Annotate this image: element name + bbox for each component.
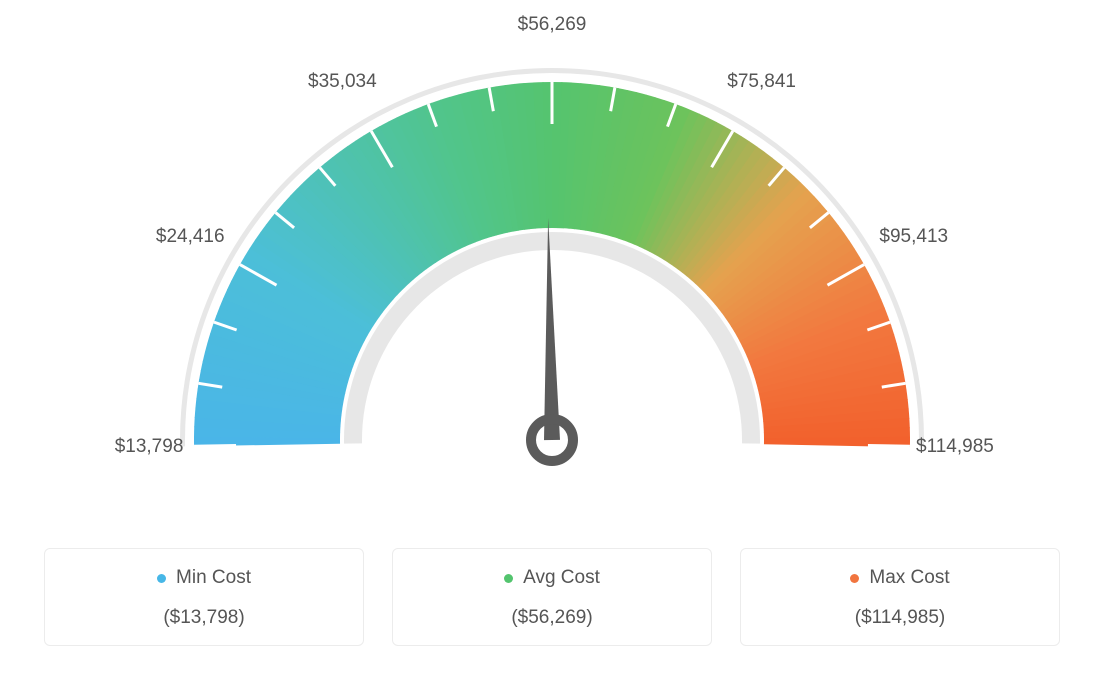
legend-card-avg: Avg Cost ($56,269) [392, 548, 712, 646]
gauge-scale-label: $24,416 [156, 226, 225, 248]
legend-value-avg: ($56,269) [393, 607, 711, 629]
legend-dot-max [850, 574, 859, 583]
legend-value-min: ($13,798) [45, 607, 363, 629]
legend-dot-avg [504, 574, 513, 583]
gauge-chart: $13,798 $24,416 $35,034 $56,269 $75,841 $95,4… [0, 0, 1104, 540]
gauge-scale-label: $95,413 [879, 226, 948, 248]
gauge-scale-label: $13,798 [115, 436, 184, 458]
gauge-scale-label: $35,034 [308, 71, 377, 93]
gauge-scale-label: $75,841 [727, 71, 796, 93]
legend-label-avg: Avg Cost [523, 567, 600, 589]
legend-label-min: Min Cost [176, 567, 251, 589]
legend-card-min: Min Cost ($13,798) [44, 548, 364, 646]
legend-card-max: Max Cost ($114,985) [740, 548, 1060, 646]
legend-title-min: Min Cost [157, 567, 251, 589]
legend-row: Min Cost ($13,798) Avg Cost ($56,269) Ma… [0, 548, 1104, 646]
gauge-scale-label: $114,985 [916, 436, 994, 458]
legend-value-max: ($114,985) [741, 607, 1059, 629]
gauge-svg [0, 0, 1104, 540]
legend-dot-min [157, 574, 166, 583]
legend-title-max: Max Cost [850, 567, 949, 589]
gauge-scale-label: $56,269 [518, 14, 587, 36]
legend-label-max: Max Cost [869, 567, 949, 589]
legend-title-avg: Avg Cost [504, 567, 600, 589]
